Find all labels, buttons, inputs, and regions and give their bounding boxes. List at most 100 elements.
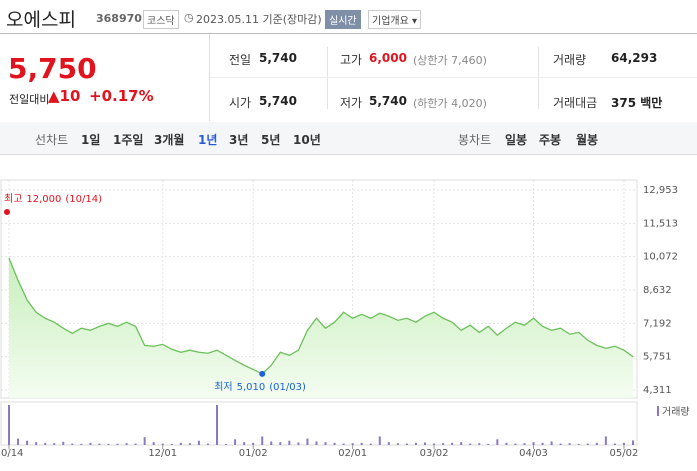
volume-bar <box>613 443 616 445</box>
volume-bar <box>170 443 173 445</box>
volume-bar <box>8 405 10 445</box>
stat-value: 5,740 <box>259 51 297 65</box>
candle-tab[interactable]: 주봉 <box>539 133 562 147</box>
volume-bar <box>541 442 544 445</box>
volume-bar <box>297 442 300 445</box>
x-tick-label: 04/03 <box>519 448 548 459</box>
divider <box>538 47 539 109</box>
legend-swatch <box>657 406 659 416</box>
x-tick-label: 10/14 <box>0 448 23 459</box>
y-tick-label: 7,192 <box>643 318 672 329</box>
y-tick-label: 4,311 <box>643 385 672 396</box>
volume-bar <box>622 442 625 445</box>
divider <box>327 47 328 109</box>
volume-bar <box>478 443 481 445</box>
volume-bar <box>378 436 381 445</box>
volume-bar <box>469 443 472 445</box>
volume-bar <box>125 443 128 445</box>
y-tick-label: 8,632 <box>643 285 672 296</box>
volume-bar <box>496 439 499 445</box>
volume-bar <box>532 442 535 445</box>
period-tab[interactable]: 3개월 <box>154 133 185 147</box>
volume-bar <box>143 437 146 445</box>
period-tab[interactable]: 10년 <box>293 133 321 147</box>
volume-bar <box>405 443 408 445</box>
volume-bar <box>387 442 390 445</box>
extreme-label: 최저 <box>214 381 232 393</box>
x-tick-label: 02/01 <box>338 448 367 459</box>
y-tick-label: 11,513 <box>643 218 678 229</box>
price-line <box>8 257 634 375</box>
extreme-value-label: 5,010 <box>237 382 266 393</box>
clock-icon: ◷ <box>184 11 194 24</box>
volume-bar <box>460 442 463 445</box>
period-tab[interactable]: 1주일 <box>113 133 144 147</box>
volume-bar <box>80 443 83 445</box>
stat-value: 375 백만 <box>611 96 663 110</box>
extreme-marker <box>4 209 10 216</box>
y-tick-label: 10,072 <box>643 252 678 263</box>
volume-bar <box>243 442 246 445</box>
volume-bar <box>577 443 580 445</box>
volume-bar <box>225 443 228 445</box>
volume-bar <box>604 436 607 445</box>
stock-name: 오에스피 <box>6 9 76 31</box>
volume-bar <box>279 442 282 445</box>
volume-frame <box>0 401 638 446</box>
volume-bar <box>53 443 56 445</box>
x-tick-label: 05/02 <box>610 448 639 459</box>
stat-value: 5,740 <box>369 94 407 108</box>
extreme-label: 최저 5,010 (01/03) <box>214 381 306 393</box>
volume-bar <box>505 442 508 445</box>
volume-bar <box>351 443 354 445</box>
volume-bar <box>360 442 363 445</box>
volume-bar <box>116 443 119 445</box>
period-tab[interactable]: 1년 <box>198 133 218 147</box>
volume-bar <box>342 443 345 445</box>
period-tab[interactable]: 1일 <box>81 133 101 147</box>
volume-bar <box>315 441 318 445</box>
volume-bar <box>44 442 47 445</box>
volume-bar <box>559 443 562 445</box>
volume-bar <box>451 442 454 445</box>
volume-bar <box>487 443 490 445</box>
volume-bar <box>216 405 218 445</box>
volume-bar <box>568 443 571 445</box>
x-tick-label: 01/02 <box>239 448 268 459</box>
volume-bar <box>188 443 191 445</box>
extreme-label: 최고 12,000 (10/14) <box>4 193 102 205</box>
candle-tab[interactable]: 일봉 <box>505 133 528 147</box>
candle-chart-label: 봉차트 <box>458 133 492 147</box>
status-badge: 실시간 <box>325 10 361 29</box>
date: 2023.05.11 기준(장마감) <box>196 13 322 26</box>
volume-bar <box>197 440 200 445</box>
extreme-marker <box>259 370 266 377</box>
volume-bar <box>261 436 264 445</box>
stat-label: 거래량 <box>553 53 587 67</box>
extreme-date: (10/14) <box>65 194 102 205</box>
extreme-value-label: 12,000 <box>26 194 61 205</box>
stat-label: 거래대금 <box>553 96 598 110</box>
change: ▲10 <box>48 87 81 105</box>
y-tick-label: 12,953 <box>643 185 678 196</box>
volume-bar <box>17 438 20 445</box>
period-tab[interactable]: 5년 <box>261 133 281 147</box>
volume-bar <box>62 441 65 445</box>
volume-bar <box>107 443 110 445</box>
volume-bar <box>161 443 164 445</box>
volume-bar <box>234 439 237 445</box>
divider <box>210 77 697 78</box>
info-button-label: 기업개요 <box>372 16 409 27</box>
volume-bar <box>26 440 29 445</box>
volume-bar <box>523 443 526 445</box>
volume-bar <box>89 442 92 445</box>
x-tick-label: 12/01 <box>148 448 177 459</box>
legend-label: 거래량 <box>662 406 690 418</box>
candle-tab[interactable]: 월봉 <box>576 133 599 147</box>
volume-bar <box>586 443 589 445</box>
volume-bar <box>206 443 209 445</box>
info-button[interactable]: 기업개요 ▾ <box>368 10 422 29</box>
period-tab[interactable]: 3년 <box>229 133 249 147</box>
volume-bar <box>98 443 101 445</box>
